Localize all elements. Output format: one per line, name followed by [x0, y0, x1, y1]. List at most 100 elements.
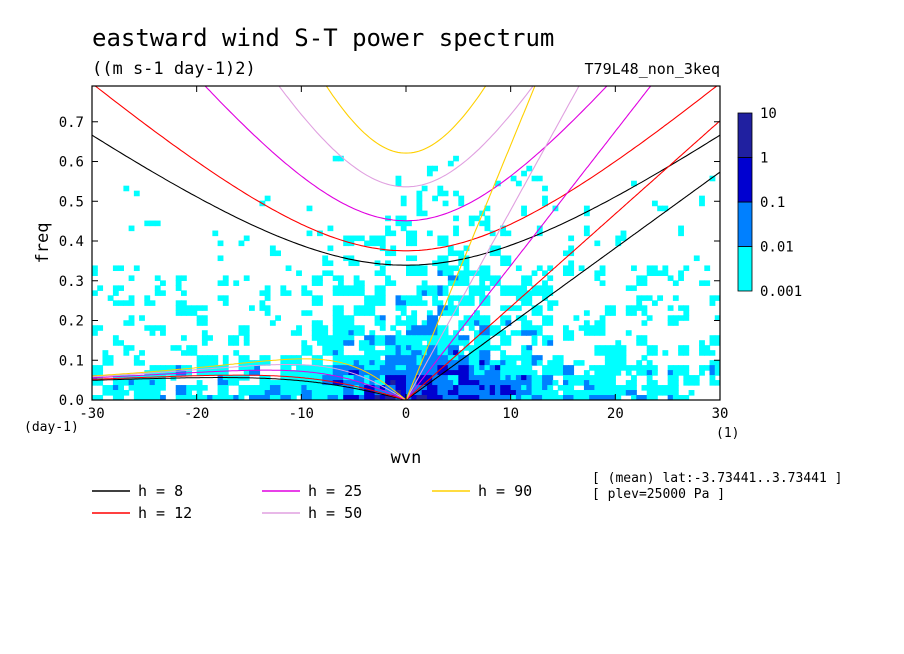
heatmap-cell	[688, 390, 695, 396]
heatmap-cell	[578, 360, 585, 366]
heatmap-cell	[133, 190, 140, 197]
heatmap-cell	[468, 385, 475, 391]
heatmap-cell	[149, 390, 156, 396]
heatmap-cell	[395, 320, 402, 326]
heatmap-cell	[364, 240, 370, 247]
heatmap-cell	[615, 390, 622, 396]
heatmap-cell	[369, 365, 376, 371]
heatmap-cell	[337, 280, 344, 286]
heatmap-cell	[620, 390, 627, 396]
heatmap-cell	[238, 390, 245, 396]
heatmap-cell	[484, 335, 491, 341]
heatmap-cell	[453, 295, 459, 301]
heatmap-cell	[364, 390, 370, 396]
heatmap-cell	[547, 315, 554, 321]
heatmap-cell	[406, 255, 412, 262]
heatmap-cell	[290, 355, 297, 361]
heatmap-cell	[317, 375, 323, 381]
heatmap-cell	[196, 360, 203, 366]
heatmap-cell	[186, 385, 193, 391]
heatmap-cell	[510, 365, 517, 371]
heatmap-cell	[306, 390, 313, 396]
heatmap-cell	[563, 395, 569, 400]
heatmap-cell	[337, 285, 344, 291]
heatmap-cell	[264, 285, 271, 291]
heatmap-cell	[463, 385, 470, 391]
heatmap-cell	[306, 290, 313, 296]
heatmap-cell	[437, 340, 444, 346]
heatmap-cell	[343, 235, 350, 242]
heatmap-cell	[442, 305, 449, 311]
heatmap-cell	[285, 365, 292, 371]
heatmap-cell	[515, 395, 522, 400]
heatmap-cell	[536, 290, 543, 296]
heatmap-cell	[437, 300, 444, 306]
heatmap-cell	[400, 295, 407, 301]
heatmap-cell	[437, 305, 444, 311]
heatmap-cell	[453, 340, 459, 346]
heatmap-cell	[641, 370, 648, 376]
legend-label-h90: h = 90	[478, 482, 532, 500]
heatmap-cell	[400, 385, 407, 391]
heatmap-cell	[547, 360, 554, 366]
heatmap-cell	[196, 305, 203, 311]
heatmap-cell	[280, 370, 287, 376]
heatmap-cell	[311, 325, 318, 331]
heatmap-cell	[222, 295, 229, 301]
heatmap-cell	[672, 380, 679, 386]
heatmap-cell	[332, 305, 339, 311]
heatmap-cell	[264, 380, 271, 386]
heatmap-cell	[269, 320, 276, 326]
heatmap-cell	[343, 395, 350, 400]
heatmap-cell	[453, 365, 459, 371]
heatmap-cell	[348, 395, 355, 400]
heatmap-cell	[468, 345, 475, 351]
heatmap-cell	[646, 360, 653, 366]
heatmap-cell	[416, 340, 423, 346]
heatmap-cell	[568, 370, 575, 376]
heatmap-cell	[128, 380, 135, 386]
heatmap-cell	[369, 375, 376, 381]
heatmap-cell	[290, 380, 297, 386]
heatmap-cell	[160, 330, 166, 336]
heatmap-cell	[322, 255, 329, 262]
x-tick-label: 20	[607, 406, 624, 422]
heatmap-cell	[651, 380, 658, 386]
heatmap-cell	[390, 360, 397, 366]
heatmap-cell	[107, 355, 114, 361]
heatmap-cell	[426, 320, 433, 326]
heatmap-cell	[542, 295, 548, 301]
heatmap-cell	[683, 345, 690, 351]
heatmap-cell	[201, 395, 208, 400]
heatmap-cell	[594, 395, 601, 400]
heatmap-cell	[479, 270, 486, 276]
heatmap-cell	[254, 370, 261, 376]
heatmap-cell	[709, 340, 716, 346]
heatmap-cell	[390, 335, 397, 341]
heatmap-cell	[285, 395, 292, 400]
heatmap-cell	[385, 350, 391, 356]
heatmap-cell	[489, 385, 496, 391]
heatmap-cell	[280, 355, 287, 361]
heatmap-cell	[144, 375, 151, 381]
heatmap-cell	[521, 385, 527, 391]
heatmap-cell	[458, 395, 465, 400]
heatmap-cell	[332, 385, 339, 391]
heatmap-cell	[337, 320, 344, 326]
heatmap-cell	[400, 310, 407, 316]
heatmap-cell	[358, 390, 365, 396]
heatmap-cell	[327, 390, 334, 396]
x-axis-unit: (1)	[716, 426, 739, 441]
heatmap-cell	[280, 380, 287, 386]
heatmap-cell	[594, 325, 601, 331]
heatmap-cell	[521, 380, 527, 386]
heatmap-cell	[447, 310, 454, 316]
heatmap-cell	[505, 365, 512, 371]
heatmap-cell	[636, 300, 643, 306]
y-tick-label: 0.1	[59, 353, 84, 369]
heatmap-cell	[348, 235, 355, 242]
x-tick-label: 0	[402, 406, 410, 422]
heatmap-cell	[536, 325, 543, 331]
heatmap-cell	[196, 320, 203, 326]
heatmap-cell	[463, 345, 470, 351]
